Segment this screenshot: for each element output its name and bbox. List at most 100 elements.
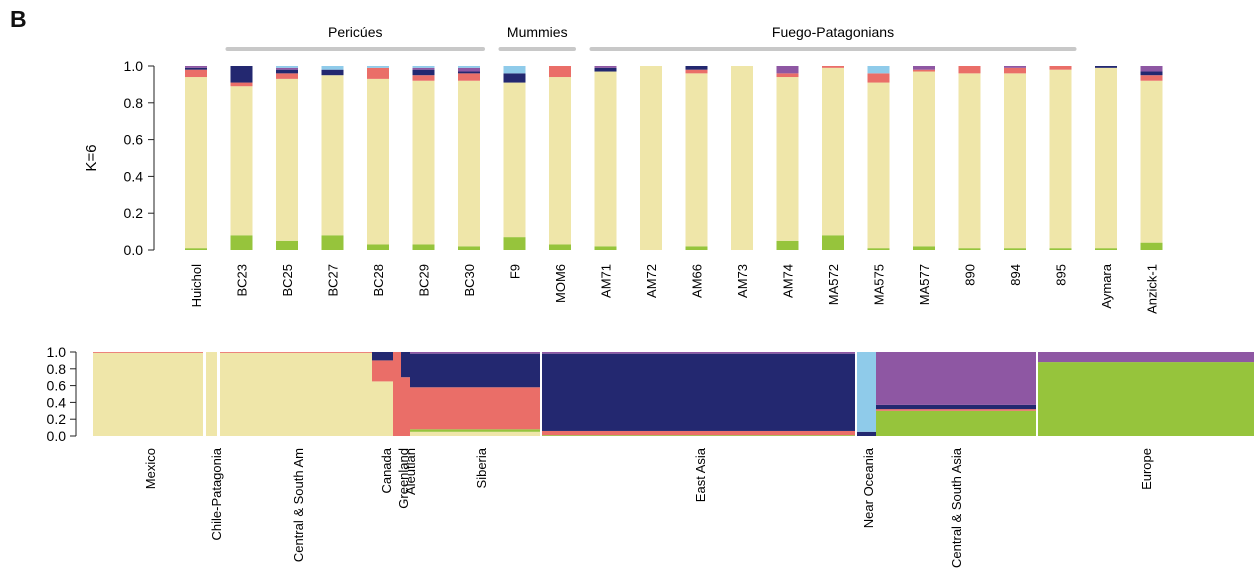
- bar-segment-green: [867, 248, 890, 250]
- bar-segment-yellow: [640, 66, 662, 250]
- population-label: Aleutian: [403, 448, 418, 495]
- bar-segment-yellow: [1140, 80, 1163, 243]
- bar-segment-purple: [185, 66, 207, 68]
- bar-segment-green: [412, 244, 435, 250]
- x-tick-label: Huichol: [189, 264, 204, 307]
- bar-segment-yellow: [776, 77, 799, 241]
- x-tick-label: F9: [508, 264, 523, 279]
- population-label: Greenland: [396, 448, 411, 509]
- bar-segment-yellow: [731, 66, 753, 250]
- population-bar-purple: [1038, 352, 1254, 363]
- bar-segment-navy: [412, 69, 435, 76]
- bar-segment-navy: [276, 69, 298, 74]
- bar-segment-navy: [321, 69, 344, 76]
- y-tick-label: 1.0: [47, 344, 67, 360]
- group-label: Pericúes: [328, 24, 382, 40]
- population-bar-red: [93, 352, 203, 353]
- population-bar-navy: [876, 404, 1036, 410]
- bar-segment-purple: [458, 67, 480, 72]
- bar-segment-green: [913, 246, 935, 250]
- population-bar-yellow: [93, 352, 203, 436]
- population-label: Chile-Patagonia: [209, 447, 224, 540]
- population-bar-red: [410, 387, 540, 430]
- bar-segment-red: [230, 82, 253, 87]
- bar-segment-red: [685, 69, 708, 74]
- bar-segment-green: [685, 246, 708, 250]
- bar-segment-yellow: [458, 80, 480, 247]
- bar-segment-green: [594, 246, 617, 250]
- bar-segment-yellow: [958, 73, 981, 249]
- x-tick-label: 894: [1008, 264, 1023, 286]
- x-tick-label: BC28: [371, 264, 386, 297]
- bar-segment-yellow: [503, 82, 526, 238]
- population-bar-red: [876, 409, 1036, 411]
- bar-segment-yellow: [412, 80, 435, 245]
- bar-segment-yellow: [230, 86, 253, 236]
- x-tick-label: AM72: [644, 264, 659, 298]
- bar-segment-yellow: [1049, 69, 1072, 249]
- x-tick-label: BC29: [417, 264, 432, 297]
- population-bar-purple: [410, 352, 540, 354]
- admixture-chart-samples: 0.0 0.2 0.4 0.6 0.8 1.0 K=6 Huichol BC23 BC25 BC27…: [83, 24, 1163, 314]
- population-bar-green: [1038, 362, 1254, 436]
- bar-segment-yellow: [321, 75, 344, 236]
- population-bar-lightblue: [857, 352, 876, 432]
- bar-segment-yellow: [1095, 67, 1117, 249]
- population-label: Central & South Am: [291, 448, 306, 562]
- bar-segment-lightblue: [276, 66, 298, 68]
- bar-segment-red: [549, 66, 571, 78]
- population-label: Canada: [379, 447, 394, 493]
- bar-segment-lightblue: [503, 66, 526, 74]
- population-bar-navy: [372, 352, 393, 361]
- bar-segment-green: [1095, 248, 1117, 250]
- bar-segment-red: [1049, 66, 1072, 70]
- bar-segment-lightblue: [458, 66, 480, 68]
- bar-segment-yellow: [1004, 73, 1026, 249]
- x-tick-label: MA577: [917, 264, 932, 305]
- population-label: Mexico: [143, 448, 158, 489]
- bar-segment-navy: [185, 67, 207, 70]
- bar-segment-navy: [458, 71, 480, 74]
- bar-segment-green: [1004, 248, 1026, 250]
- population-bar-red: [220, 352, 372, 353]
- x-tick-label: Aymara: [1099, 263, 1114, 308]
- population-bar-yellow: [206, 352, 217, 436]
- bar-segment-yellow: [185, 77, 207, 249]
- group-label: Fuego-Patagonians: [772, 24, 894, 40]
- bar-segment-red: [276, 73, 298, 79]
- population-label: Near Oceania: [861, 447, 876, 528]
- bar-segment-green: [185, 248, 207, 250]
- bar-segment-red: [958, 66, 981, 74]
- bar-segment-red: [1004, 67, 1026, 74]
- bar-segment-red: [867, 73, 890, 83]
- x-tick-label: BC23: [235, 264, 250, 297]
- population-bar-red: [542, 430, 855, 436]
- bar-segment-yellow: [822, 67, 844, 236]
- population-bar-red: [401, 377, 410, 436]
- panel-label: B: [10, 6, 27, 32]
- bar-segment-navy: [1140, 71, 1163, 76]
- y-axis-label: K=6: [83, 144, 100, 171]
- bar-segment-red: [822, 66, 844, 68]
- bar-segment-yellow: [549, 77, 571, 245]
- population-bar-yellow: [410, 431, 540, 436]
- bar-segment-green: [958, 248, 981, 250]
- y-tick-label: 0.0: [47, 428, 67, 444]
- population-label: Siberia: [474, 447, 489, 488]
- population-bar-red: [372, 360, 393, 382]
- population-label: Europe: [1139, 448, 1154, 490]
- bar-segment-yellow: [685, 73, 708, 247]
- bar-segment-navy: [230, 66, 253, 83]
- group-label: Mummies: [507, 24, 568, 40]
- x-tick-label: 895: [1054, 264, 1069, 286]
- x-tick-label: AM74: [781, 264, 796, 298]
- x-tick-label: BC25: [280, 264, 295, 297]
- population-bar-navy: [401, 352, 410, 378]
- bar-segment-purple: [913, 66, 935, 70]
- population-bar-purple: [542, 352, 855, 354]
- population-bar-navy: [857, 431, 876, 436]
- population-bar-green: [410, 429, 540, 432]
- bar-segment-green: [321, 235, 344, 250]
- x-tick-label: 890: [963, 264, 978, 286]
